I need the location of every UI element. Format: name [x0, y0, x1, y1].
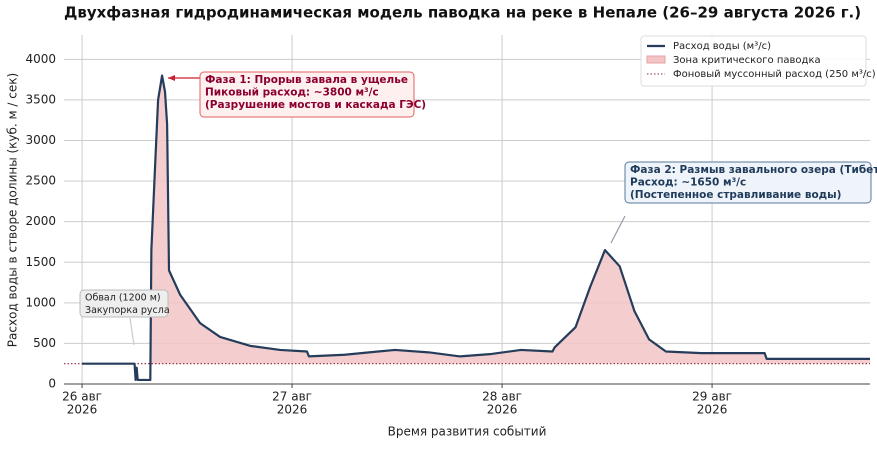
annotation-text: Закупорка русла — [85, 305, 170, 316]
annotation-text: Пиковый расход: ~3800 м³/с — [205, 87, 379, 99]
y-tick-label: 3500 — [25, 92, 56, 106]
critical-area — [82, 75, 870, 364]
annotation-text: (Разрушение мостов и каскада ГЭС) — [205, 99, 426, 111]
y-tick-label: 1000 — [25, 295, 56, 309]
annotation-arrow — [610, 215, 626, 244]
x-tick-label: 2026 — [487, 403, 518, 417]
y-tick-label: 1500 — [25, 255, 56, 269]
flow-line — [82, 74, 870, 382]
y-axis-label: Расход воды в створе долины (куб. м / се… — [6, 73, 20, 347]
annotation-box — [79, 289, 169, 318]
x-tick-label: 2026 — [277, 403, 308, 417]
x-tick-label: 28 авг — [482, 390, 522, 404]
y-tick-label: 500 — [33, 336, 56, 350]
y-tick-label: 3000 — [25, 133, 56, 147]
annotation-text: Расход: ~1650 м³/с — [630, 177, 746, 189]
annotation-arrow — [129, 317, 135, 346]
chart-title: Двухфазная гидродинамическая модель паво… — [64, 4, 861, 22]
x-axis-label: Время развития событий — [388, 425, 547, 439]
annotation-text: (Постепенное стравливание воды) — [630, 189, 841, 201]
annotation-arrowhead — [168, 75, 175, 81]
x-tick-label: 27 авг — [272, 390, 312, 404]
y-tick-label: 0 — [48, 377, 56, 391]
annotation-box — [199, 71, 415, 118]
legend-swatch — [646, 55, 666, 64]
annotation-text: Фаза 1: Прорыв завала в ущелье — [205, 74, 408, 86]
y-tick-label: 4000 — [25, 52, 56, 66]
x-tick-label: 26 авг — [62, 390, 102, 404]
legend-label: Зона критического паводка — [673, 55, 821, 66]
annotation-box — [624, 161, 872, 204]
y-tick-label: 2500 — [25, 174, 56, 188]
legend-box — [640, 35, 867, 87]
x-tick-label: 2026 — [697, 403, 728, 417]
y-tick-label: 2000 — [25, 214, 56, 228]
x-tick-label: 2026 — [67, 403, 98, 417]
x-tick-label: 29 авг — [692, 390, 732, 404]
legend-label: Расход воды (м³/с) — [673, 41, 771, 52]
annotation-text: Обвал (1200 м) — [85, 293, 161, 304]
legend-label: Фоновый муссонный расход (250 м³/с) — [673, 69, 876, 80]
annotation-text: Фаза 2: Размыв завального озера (Тибет) — [630, 164, 877, 176]
